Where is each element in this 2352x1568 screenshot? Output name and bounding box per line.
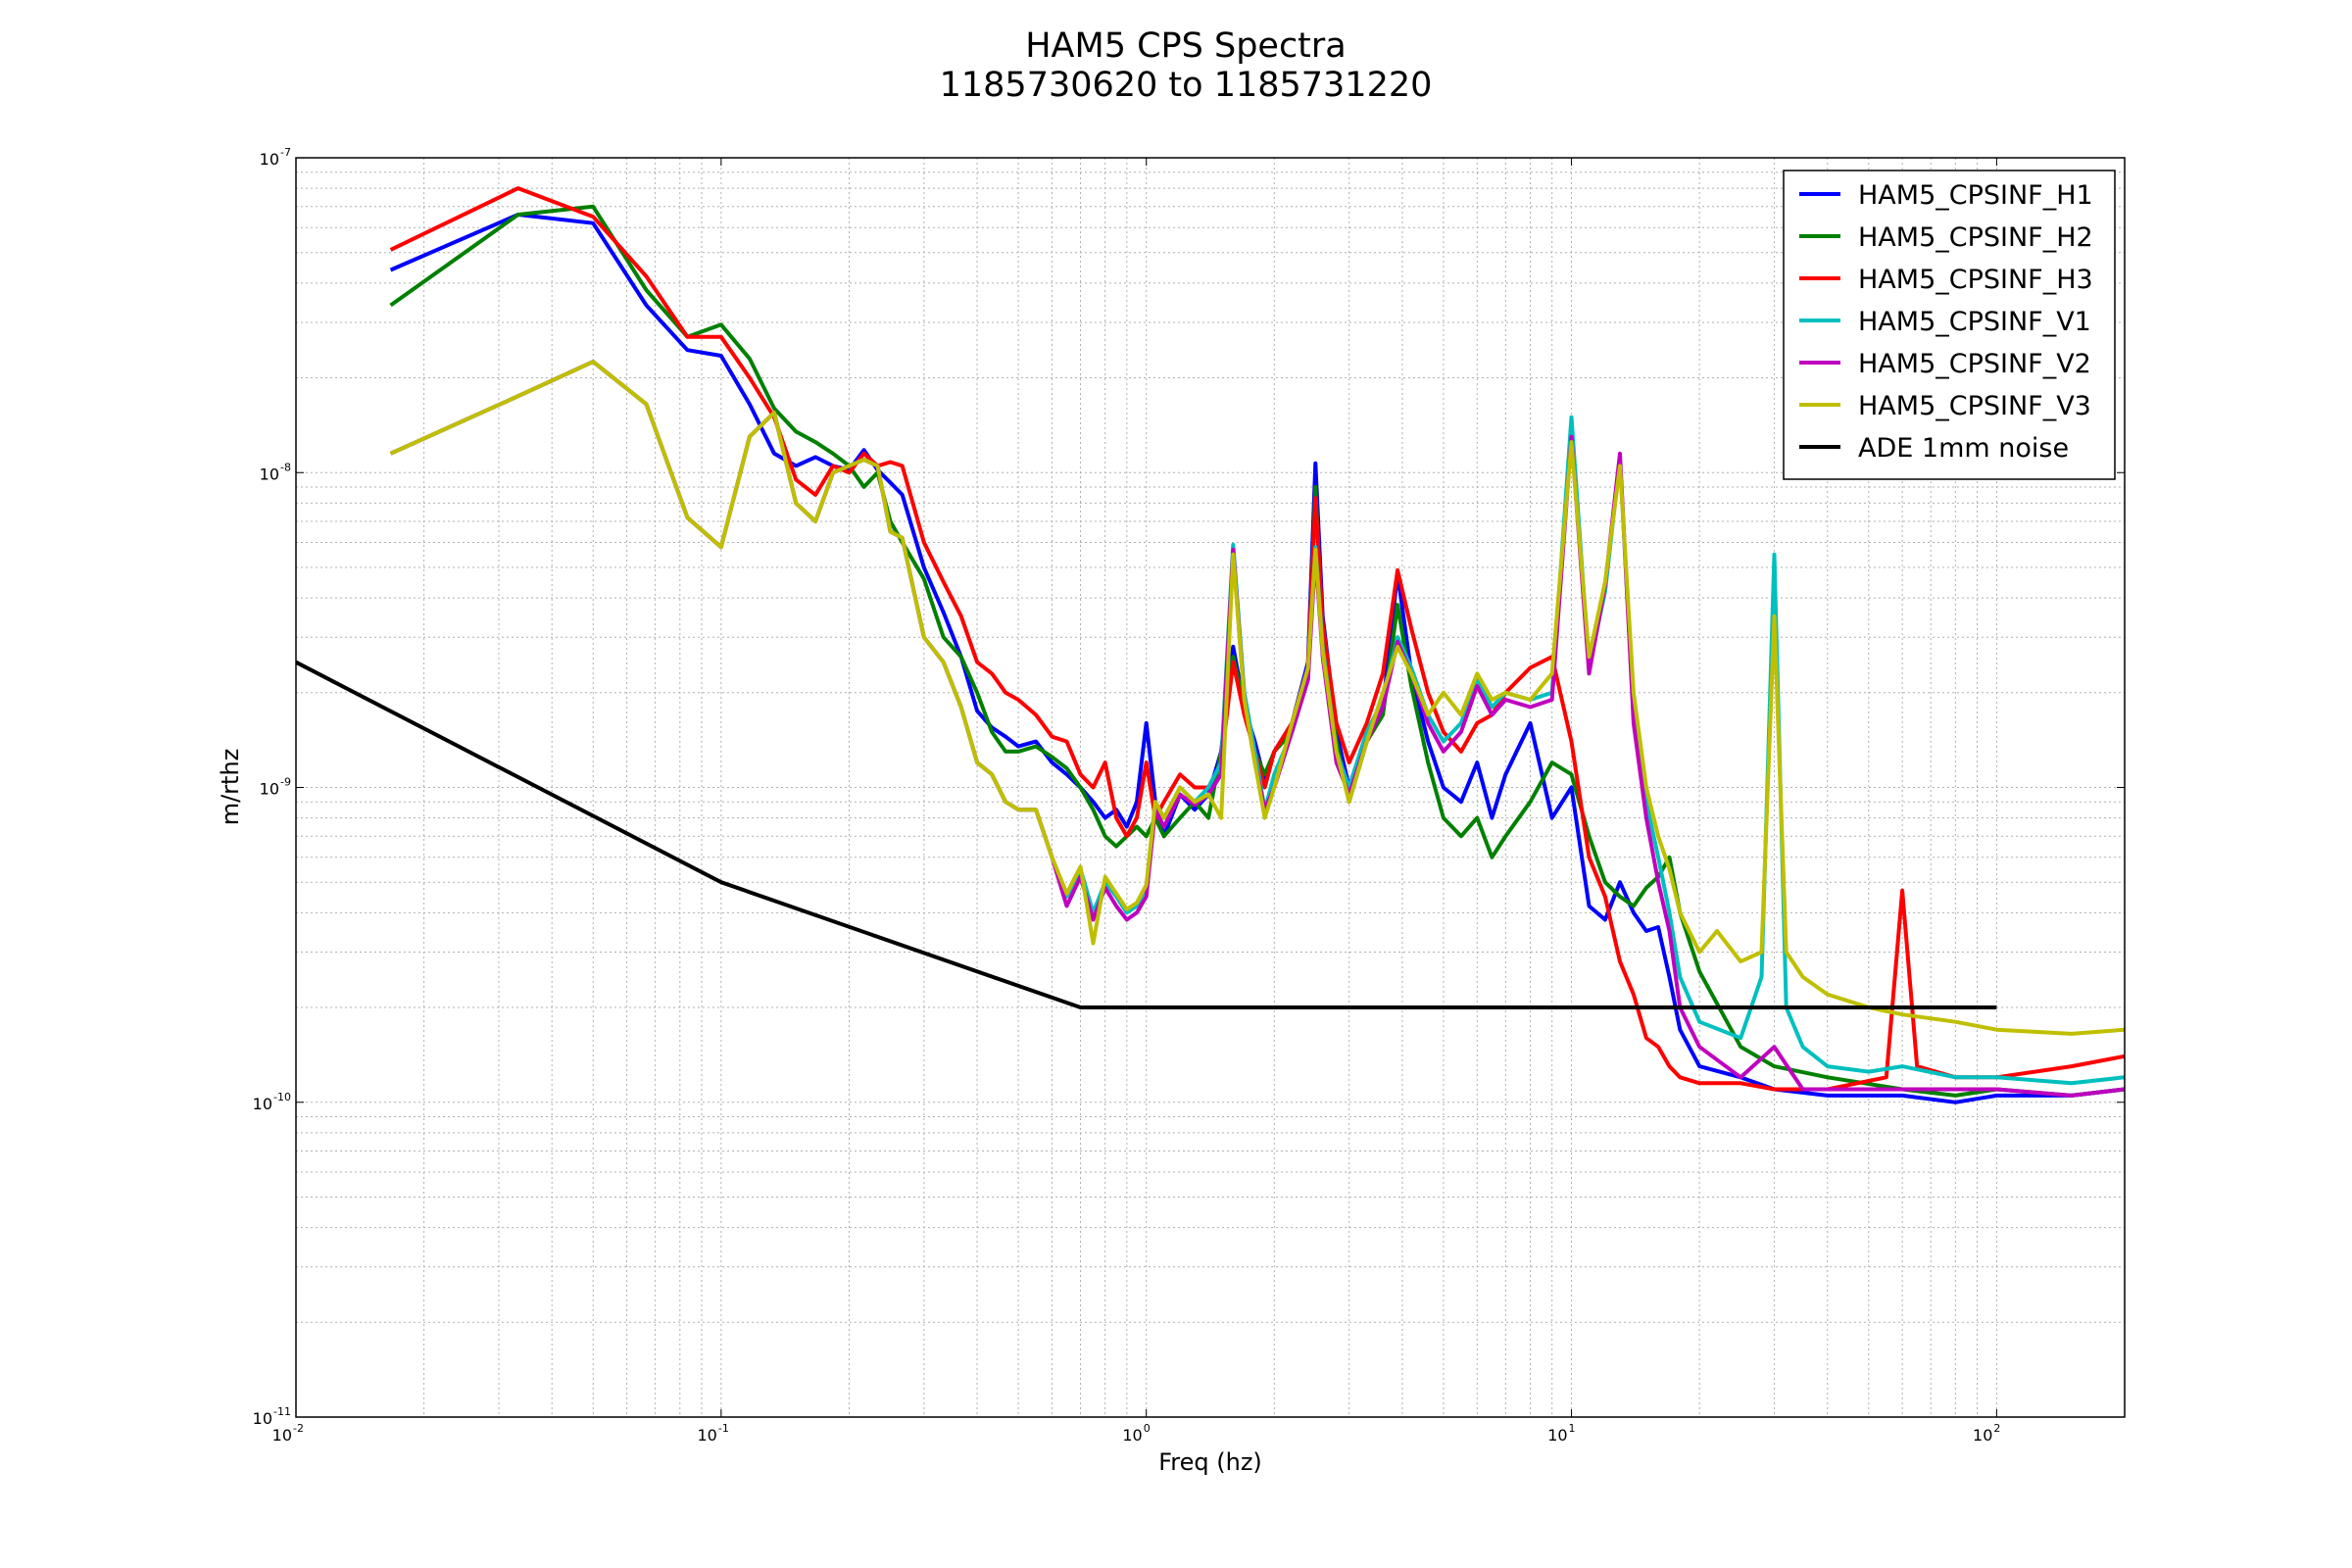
legend-entry: HAM5_CPSINF_V2 (1799, 349, 2091, 379)
x-tick-base: 10 (272, 1426, 292, 1445)
y-tick-label: -810 (260, 461, 291, 483)
legend-label: HAM5_CPSINF_H2 (1858, 222, 2093, 253)
legend: HAM5_CPSINF_H1 HAM5_CPSINF_H2 HAM5_CPSINF_… (1783, 170, 2116, 480)
x-tick-base: 10 (1973, 1426, 1992, 1445)
x-tick-label: 10 0 (1122, 1422, 1150, 1445)
legend-entry: HAM5_CPSINF_H1 (1799, 180, 2093, 211)
y-tick-exponent: -8 (280, 461, 291, 473)
series-layer (296, 186, 2125, 1104)
x-tick-exponent: -1 (718, 1422, 729, 1435)
x-tick-exponent: 1 (1569, 1422, 1576, 1435)
x-tick-label: 10 -1 (697, 1422, 728, 1445)
x-tick-exponent: 0 (1144, 1422, 1151, 1435)
legend-entry: HAM5_CPSINF_V3 (1799, 391, 2091, 421)
y-tick-exponent: -10 (273, 1091, 291, 1103)
y-axis-label: m/rthz (217, 749, 244, 826)
x-tick-label: 10 1 (1547, 1422, 1575, 1445)
x-tick-exponent: 2 (1993, 1422, 2000, 1435)
x-axis-label: Freq (hz) (1158, 1448, 1262, 1476)
legend-entry: HAM5_CPSINF_V1 (1799, 307, 2091, 337)
x-tick-base: 10 (1547, 1426, 1567, 1445)
y-tick-exponent: -9 (280, 776, 291, 789)
y-tick-base: 10 (260, 150, 279, 169)
series-line-ade-1mm-noise (296, 660, 1997, 1009)
legend-label: HAM5_CPSINF_V2 (1858, 349, 2091, 379)
x-tick-label: 10 -2 (272, 1422, 304, 1445)
legend-entry: HAM5_CPSINF_H3 (1799, 265, 2093, 295)
legend-label: HAM5_CPSINF_H1 (1858, 180, 2093, 211)
legend-entry: ADE 1mm noise (1799, 433, 2069, 464)
legend-label: HAM5_CPSINF_V3 (1858, 391, 2091, 421)
x-tick-base: 10 (1122, 1426, 1142, 1445)
y-tick-base: 10 (253, 1095, 272, 1113)
y-tick-base: 10 (260, 780, 279, 799)
chart-subtitle: 1185730620 to 1185731220 (940, 66, 1433, 105)
chart-title: HAM5 CPS Spectra (1025, 26, 1347, 66)
y-tick-exponent: -7 (280, 146, 291, 159)
legend-label: HAM5_CPSINF_H3 (1858, 265, 2093, 295)
y-tick-base: 10 (253, 1409, 272, 1428)
x-tick-exponent: -2 (293, 1422, 304, 1435)
legend-entry: HAM5_CPSINF_H2 (1799, 222, 2093, 253)
y-tick-exponent: -11 (273, 1405, 291, 1418)
x-tick-base: 10 (697, 1426, 716, 1445)
legend-box (1783, 170, 2116, 480)
y-tick-label: -710 (260, 146, 291, 169)
y-tick-base: 10 (260, 465, 279, 483)
legend-label: HAM5_CPSINF_V1 (1858, 307, 2091, 337)
y-tick-label: -910 (260, 776, 291, 799)
series-line-ham5-cpsinf-v3 (389, 360, 2125, 1036)
legend-label: ADE 1mm noise (1858, 433, 2069, 464)
x-tick-label: 10 2 (1973, 1422, 2000, 1445)
